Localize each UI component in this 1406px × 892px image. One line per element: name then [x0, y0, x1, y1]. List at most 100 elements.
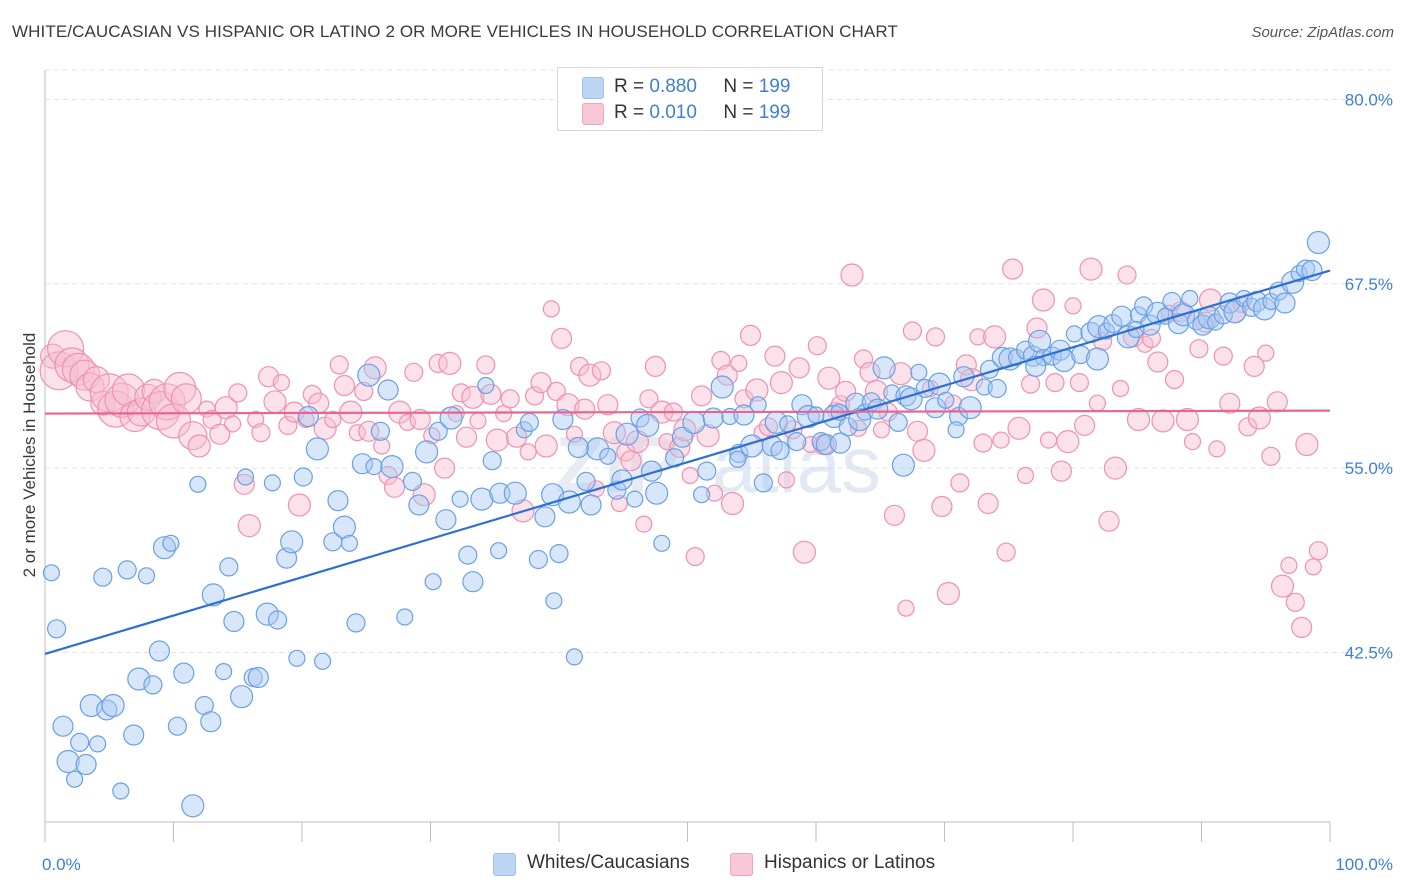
white-point — [528, 549, 549, 570]
white-point — [458, 545, 478, 565]
white-point — [490, 542, 508, 560]
white-point — [52, 715, 74, 737]
hispanic-point — [1270, 574, 1295, 598]
hispanic-point — [1243, 355, 1265, 377]
hispanic-point — [1073, 414, 1096, 436]
hispanic-point — [1247, 406, 1271, 430]
hispanic-point — [1208, 440, 1226, 458]
white-point — [117, 560, 137, 580]
legend-swatch-white — [582, 77, 604, 99]
white-point — [728, 450, 747, 468]
hispanic-point — [170, 383, 202, 415]
hispanic-point — [620, 450, 642, 472]
white-point — [615, 422, 639, 446]
hispanic-point — [681, 466, 699, 485]
white-point — [112, 782, 130, 800]
hispanic-point — [792, 540, 817, 564]
hispanic-point — [1056, 430, 1080, 454]
white-point — [697, 461, 717, 481]
white-point — [200, 711, 222, 733]
white-point — [1103, 314, 1123, 334]
bottom-legend-label-white: Whites/Caucasians — [527, 852, 690, 873]
hispanic-point — [1151, 409, 1175, 433]
white-point — [1134, 296, 1154, 316]
hispanic-point — [1189, 339, 1209, 359]
white-point — [791, 394, 813, 416]
hispanic-point — [363, 356, 387, 380]
hispanic-point — [969, 328, 987, 346]
hispanic-point — [745, 378, 769, 402]
hispanic-point — [788, 357, 810, 379]
hispanic-point — [1117, 265, 1137, 285]
y-tick-label: 55.0% — [1345, 459, 1393, 478]
hispanic-point — [1031, 288, 1056, 312]
hispanic-point — [461, 385, 485, 409]
hispanic-point — [982, 325, 1007, 349]
source-label: Source: ZipAtlas.com — [1251, 24, 1394, 41]
hispanic-point — [480, 383, 502, 405]
hispanic-point — [602, 421, 626, 445]
hispanic-point — [556, 393, 580, 417]
hispanic-point — [992, 431, 1010, 449]
hispanic-point — [550, 327, 573, 349]
white-point — [565, 648, 584, 666]
white-point — [599, 447, 617, 465]
white-point — [162, 534, 180, 552]
hispanic-point — [1079, 257, 1103, 281]
hispanic-point — [287, 493, 311, 517]
bottom-legend-label-hispanic: Hispanics or Latinos — [764, 852, 936, 873]
white-point — [332, 515, 356, 539]
legend-n-value: 199 — [758, 102, 791, 123]
white-point — [682, 410, 706, 434]
white-point — [787, 432, 807, 452]
white-point — [428, 421, 448, 441]
white-point — [1111, 305, 1133, 327]
white-point — [947, 421, 965, 439]
y-tick-label: 67.5% — [1345, 275, 1393, 294]
white-point — [65, 770, 84, 788]
white-point — [1085, 347, 1110, 371]
y-tick-label: 80.0% — [1345, 90, 1393, 109]
hispanic-point — [97, 390, 135, 428]
hispanic-point — [476, 355, 496, 375]
hispanic-point — [1257, 344, 1275, 362]
hispanic-point — [696, 424, 720, 448]
hispanic-point — [817, 366, 841, 390]
hispanic-point — [864, 379, 889, 403]
white-point — [482, 451, 502, 471]
white-point — [1065, 325, 1083, 343]
white-point — [314, 652, 332, 670]
legend-r-value: 0.010 — [649, 102, 697, 123]
trend-lines — [44, 269, 1331, 655]
hispanic-point — [1098, 510, 1120, 532]
white-point — [503, 481, 527, 505]
hispanic-point — [187, 434, 211, 458]
x-ticks — [44, 822, 1331, 842]
hispanic-point — [278, 415, 298, 435]
hispanic-point — [574, 398, 596, 420]
hispanic-point — [936, 581, 961, 606]
white-point — [143, 675, 163, 695]
hispanic-point — [1069, 373, 1090, 393]
hispanic-point — [950, 473, 970, 493]
white-point — [470, 487, 494, 511]
hispanic-point — [542, 300, 560, 318]
white-point — [370, 421, 390, 441]
hispanic-point — [931, 495, 953, 518]
hispanic-point — [383, 476, 406, 498]
hispanic-point — [769, 371, 793, 395]
hispanic-point — [569, 356, 590, 376]
white-point — [173, 662, 195, 684]
white-point — [181, 794, 205, 818]
white-point — [340, 534, 359, 552]
white-point — [402, 471, 423, 491]
white-point — [580, 494, 602, 516]
white-point — [408, 494, 430, 516]
white-point — [415, 440, 439, 464]
white-point — [749, 396, 767, 414]
hispanic-point — [409, 408, 431, 431]
hispanic-point — [578, 363, 602, 387]
hispanic-point — [807, 336, 827, 356]
hispanic-point — [302, 384, 322, 404]
hispanic-point — [534, 434, 558, 458]
